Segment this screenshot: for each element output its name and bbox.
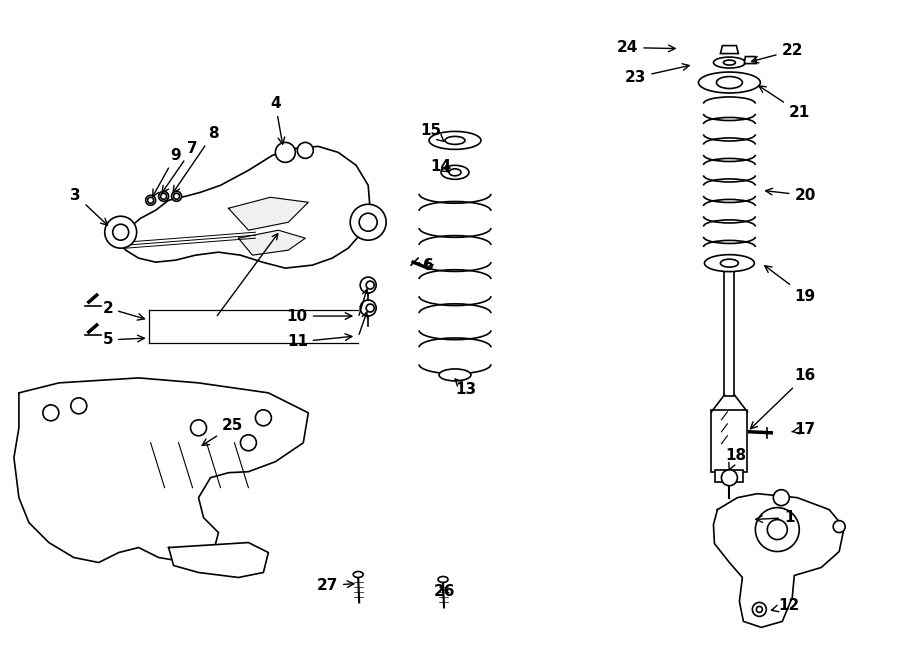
Polygon shape [744,57,756,63]
Ellipse shape [441,165,469,179]
Text: 12: 12 [771,598,800,613]
Circle shape [722,470,737,486]
Text: 13: 13 [455,379,476,397]
Ellipse shape [353,572,364,578]
Text: 6: 6 [423,258,434,272]
Text: 25: 25 [202,418,243,446]
Polygon shape [714,494,844,627]
Circle shape [752,602,766,617]
Text: 21: 21 [759,86,810,120]
Text: 1: 1 [756,510,795,525]
Circle shape [146,195,156,206]
Ellipse shape [445,136,465,144]
Text: 14: 14 [430,159,452,174]
Polygon shape [720,46,738,54]
Ellipse shape [438,576,448,582]
Circle shape [297,142,313,159]
Circle shape [366,281,374,289]
Polygon shape [238,230,305,255]
Circle shape [833,521,845,533]
Text: 2: 2 [103,301,145,320]
Ellipse shape [705,254,754,272]
Text: 5: 5 [103,332,144,348]
Text: 16: 16 [751,368,816,429]
Bar [716,470,743,482]
Ellipse shape [716,77,742,89]
Text: 20: 20 [766,188,816,203]
Circle shape [756,606,762,612]
Text: 3: 3 [70,188,108,225]
Text: 17: 17 [792,422,815,438]
Circle shape [359,214,377,231]
Text: 18: 18 [724,448,746,470]
Polygon shape [229,197,309,230]
Ellipse shape [720,259,738,267]
Polygon shape [14,378,309,563]
Text: 10: 10 [287,309,352,323]
Text: 9: 9 [153,148,181,196]
Circle shape [360,277,376,293]
Text: 15: 15 [420,123,444,141]
Text: 8: 8 [173,126,219,193]
Circle shape [172,191,182,201]
Text: 7: 7 [162,141,198,193]
Text: 26: 26 [433,584,454,599]
Text: 4: 4 [270,96,284,144]
Ellipse shape [449,169,461,176]
Circle shape [275,142,295,163]
Ellipse shape [724,60,735,65]
Circle shape [768,520,788,539]
Circle shape [773,490,789,506]
Circle shape [104,216,137,248]
Circle shape [160,193,166,199]
Text: 11: 11 [287,334,352,350]
Ellipse shape [429,132,481,149]
Circle shape [256,410,272,426]
Circle shape [350,204,386,240]
Circle shape [174,193,180,199]
Circle shape [366,304,374,312]
Ellipse shape [439,369,471,381]
Text: 24: 24 [616,40,675,55]
Text: 22: 22 [752,43,803,63]
Ellipse shape [714,57,745,68]
Text: 23: 23 [625,63,689,85]
Circle shape [148,197,154,204]
Bar [711,410,747,472]
Circle shape [755,508,799,551]
Ellipse shape [698,72,760,93]
Circle shape [191,420,206,436]
Circle shape [240,435,256,451]
Polygon shape [119,146,370,268]
Bar [724,268,734,396]
Circle shape [158,191,168,201]
Polygon shape [168,543,268,578]
Circle shape [43,405,58,421]
Circle shape [71,398,86,414]
Circle shape [112,224,129,240]
Circle shape [360,300,376,316]
Text: 27: 27 [317,578,354,593]
Text: 19: 19 [765,266,815,303]
